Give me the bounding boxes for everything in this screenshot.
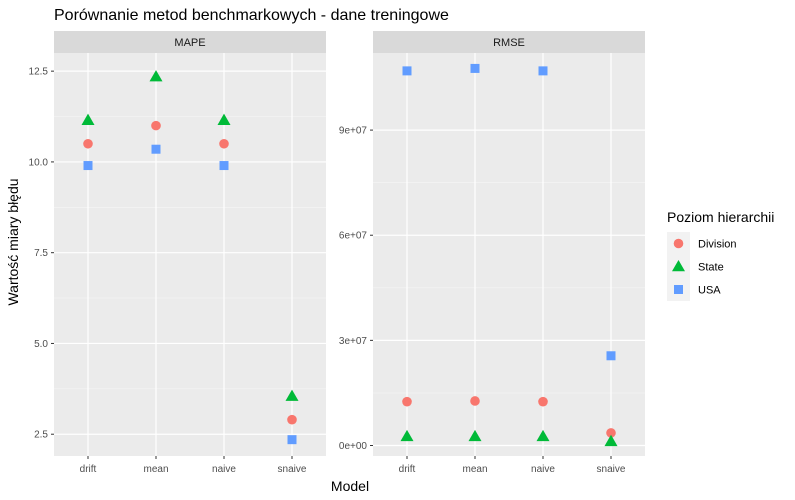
panel-rmse: RMSE 0e+00 3e+07 6e+07 9e+07 drift mean naive sn… bbox=[339, 31, 645, 475]
point-mape-division-drift bbox=[83, 138, 93, 149]
y-tick-label: 9e+07 bbox=[339, 126, 368, 137]
panel-background bbox=[54, 53, 326, 456]
y-axis-label: Wartość miary błędu bbox=[5, 178, 21, 305]
x-tick-label: mean bbox=[462, 464, 487, 475]
point-rmse-division-drift bbox=[402, 396, 412, 407]
point-rmse-division-naive bbox=[538, 396, 548, 407]
point-rmse-state-drift bbox=[400, 429, 414, 442]
chart-panels: MAPE 2.5 5.0 7.5 10.0 12.5 drift mean naive snaiv… bbox=[29, 31, 645, 475]
point-rmse-state-mean bbox=[468, 429, 482, 442]
y-tick-label: 7.5 bbox=[34, 248, 48, 259]
legend-marker-division bbox=[673, 238, 684, 249]
x-axis-label: Model bbox=[331, 478, 369, 494]
y-tick-label: 5.0 bbox=[34, 339, 48, 350]
point-rmse-state-snaive bbox=[604, 434, 618, 447]
legend: Poziom hierarchii Division State USA bbox=[667, 209, 774, 301]
y-tick-label: 10.0 bbox=[29, 157, 49, 168]
point-mape-state-drift bbox=[81, 113, 95, 125]
x-tick-label: naive bbox=[212, 464, 236, 475]
x-tick-label: snaive bbox=[597, 464, 626, 475]
point-mape-division-naive bbox=[219, 138, 229, 149]
point-mape-state-snaive bbox=[285, 389, 299, 401]
legend-label-division: Division bbox=[698, 239, 737, 251]
y-tick-label: 12.5 bbox=[29, 67, 49, 78]
x-tick-label: naive bbox=[531, 464, 555, 475]
point-rmse-usa-drift bbox=[402, 66, 412, 76]
point-mape-usa-naive bbox=[219, 161, 229, 171]
legend-marker-usa bbox=[674, 285, 683, 294]
panel-strip-label: RMSE bbox=[493, 37, 525, 49]
y-tick-label: 6e+07 bbox=[339, 231, 368, 242]
point-mape-division-mean bbox=[151, 120, 161, 131]
x-tick-label: drift bbox=[80, 464, 97, 475]
point-mape-usa-snaive bbox=[287, 435, 297, 445]
y-tick-label: 0e+00 bbox=[339, 441, 368, 452]
legend-marker-state bbox=[672, 260, 685, 272]
point-mape-usa-mean bbox=[151, 144, 161, 154]
point-rmse-usa-mean bbox=[470, 63, 480, 73]
point-rmse-state-naive bbox=[536, 429, 550, 442]
x-tick-label: mean bbox=[143, 464, 168, 475]
panel-strip bbox=[373, 31, 645, 53]
legend-label-usa: USA bbox=[698, 285, 721, 297]
y-tick-label: 2.5 bbox=[34, 430, 48, 441]
point-mape-state-naive bbox=[217, 113, 231, 125]
panel-background bbox=[373, 53, 645, 456]
panel-mape: MAPE 2.5 5.0 7.5 10.0 12.5 drift mean naive snaiv… bbox=[29, 31, 326, 475]
x-tick-label: snaive bbox=[278, 464, 307, 475]
point-rmse-division-snaive bbox=[606, 428, 616, 438]
legend-label-state: State bbox=[698, 262, 724, 274]
y-tick-label: 3e+07 bbox=[339, 336, 368, 347]
point-mape-state-mean bbox=[149, 70, 163, 82]
point-mape-usa-drift bbox=[83, 161, 93, 171]
legend-title: Poziom hierarchii bbox=[667, 209, 774, 225]
x-tick-label: drift bbox=[399, 464, 416, 475]
point-rmse-division-mean bbox=[470, 396, 480, 406]
chart-title: Porównanie metod benchmarkowych - dane t… bbox=[54, 7, 449, 24]
point-rmse-usa-snaive bbox=[606, 351, 616, 361]
point-rmse-usa-naive bbox=[538, 66, 548, 76]
point-mape-division-snaive bbox=[287, 414, 297, 425]
panel-strip bbox=[54, 31, 326, 53]
panel-strip-label: MAPE bbox=[174, 37, 205, 49]
